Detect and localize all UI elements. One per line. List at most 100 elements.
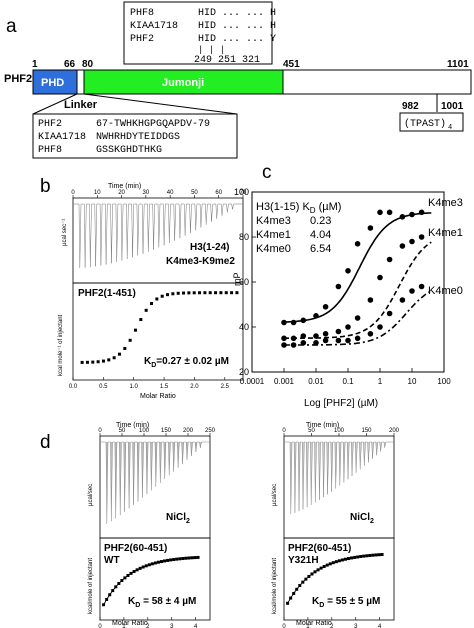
dr-data-point	[380, 553, 384, 557]
dr-protein: PHF2(60-451)	[288, 543, 351, 554]
pos-80: 80	[82, 59, 94, 70]
dl-salt: NiCl2	[166, 512, 190, 525]
b-data-point	[128, 338, 132, 342]
b-data-point	[203, 291, 207, 295]
b-data-point	[235, 291, 239, 295]
dl-protein: PHF2(60-451)	[104, 543, 167, 554]
c-fit-curve-k4me1	[284, 241, 432, 339]
b-time-tick-label: 40	[167, 190, 174, 196]
b-data-point	[112, 356, 116, 360]
c-curve-label-2: K4me0	[428, 285, 463, 297]
pos-451: 451	[283, 59, 300, 70]
b-data-point	[96, 360, 100, 364]
b-time-tick-label: 70	[240, 190, 247, 196]
top-box-ticks: | | |	[198, 45, 225, 55]
b-data-point	[117, 352, 121, 356]
jumonji-label: Jumonji	[162, 77, 204, 89]
pos-66: 66	[64, 59, 76, 70]
c-point-k4me1	[300, 333, 307, 339]
c-x-tick-label: 1	[378, 377, 383, 386]
b-data-point	[219, 291, 223, 295]
b-data-point	[182, 291, 186, 295]
linker-box	[32, 113, 238, 159]
dl-time-label: Time (min)	[116, 422, 149, 429]
dr-x-tick-label: 1	[306, 624, 310, 628]
b-x-tick-label: 2.0	[190, 384, 199, 390]
c-point-k4me3	[322, 304, 329, 310]
dl-thermogram	[100, 441, 210, 525]
dl-data-point	[196, 555, 200, 559]
b-time-tick-label: 50	[191, 190, 198, 196]
c-point-k4me0	[386, 310, 393, 317]
dl-lower-frame	[99, 537, 211, 621]
c-legend-kd-0: 0.23	[310, 215, 331, 227]
c-point-k4me0	[322, 337, 329, 344]
c-point-k4me1	[418, 234, 425, 240]
dl-fit-line	[103, 556, 199, 606]
c-legend-name-0: K4me3	[256, 215, 291, 227]
c-point-k4me1	[345, 324, 351, 330]
c-point-k4me3	[399, 214, 406, 220]
c-y-tick-label: 80	[239, 232, 249, 242]
c-ylabel: mP	[232, 273, 242, 287]
active-site-box	[123, 1, 273, 65]
c-point-k4me3	[345, 268, 351, 274]
c-legend-kd-2: 6.54	[310, 243, 331, 255]
dr-x-tick-label: 4	[378, 624, 382, 628]
c-point-k4me3	[418, 209, 425, 216]
dl-upper-ylabel: µcal/sec	[88, 484, 94, 506]
b-data-point	[187, 291, 191, 295]
b-time-tick-label: 20	[118, 190, 125, 196]
b-ligand: H3(1-24)	[190, 242, 229, 253]
c-point-k4me0	[418, 283, 425, 290]
c-x-tick-label: 0.001	[274, 377, 295, 386]
c-point-k4me1	[386, 256, 393, 263]
dr-fit-line	[287, 554, 383, 604]
dr-time-tick-label: 0	[282, 428, 286, 434]
pos-1101: 1101	[447, 59, 469, 70]
b-time-tick-label: 10	[94, 190, 101, 196]
b-data-point	[192, 291, 196, 295]
jumonji-domain	[83, 69, 284, 95]
tpast-label: (TPAST)	[404, 118, 446, 130]
b-time-tick-label: 0	[71, 190, 75, 196]
c-x-tick-label: 0.1	[342, 377, 354, 386]
dr-time-tick-label: 150	[361, 428, 372, 434]
b-data-point	[155, 297, 159, 301]
domain-diagram: PHF8 HID ... ... H KIAA1718 HID ... ... …	[4, 1, 472, 159]
b-data-point	[91, 360, 95, 364]
b-x-tick-label: 1.0	[130, 384, 139, 390]
c-x-tick-label: 10	[408, 377, 417, 386]
c-point-k4me0	[367, 331, 374, 337]
top-row-name-0: PHF8	[130, 8, 154, 19]
linker-row-name-2: PHF8	[38, 145, 62, 156]
dr-lower-ylabel: kcal/mole of injectant	[272, 558, 278, 614]
c-point-k4me0	[345, 337, 351, 344]
c-point-k4me0	[313, 340, 319, 346]
b-time-label: Time (min)	[108, 183, 141, 190]
c-point-k4me1	[409, 238, 415, 245]
b-data-point	[85, 360, 89, 364]
c-point-k4me3	[367, 225, 374, 231]
b-data-point	[208, 291, 212, 295]
c-legend-kd-1: 4.04	[310, 229, 331, 241]
b-time-tick-label: 30	[143, 190, 150, 196]
pos-1: 1	[32, 59, 38, 70]
dl-x-tick-label: 0	[98, 624, 102, 628]
b-data-point	[176, 291, 180, 295]
dr-upper-ylabel: µcal/sec	[272, 484, 278, 506]
c-point-k4me1	[377, 274, 383, 281]
c-fit-curve-k4me3	[284, 212, 432, 323]
dr-time-tick-label: 200	[389, 428, 400, 434]
dr-xlabel: Molar Ratio	[296, 620, 332, 627]
b-data-point	[166, 293, 170, 297]
linker-row-name-1: KIAA1718	[38, 132, 86, 143]
dl-x-tick-label: 2	[146, 624, 150, 628]
pos-1001: 1001	[441, 101, 464, 112]
b-thermogram	[73, 203, 243, 269]
itc-panel-b: Time (min) 0 10 20 30 40 50 60 70 µcal sec⁻¹ H3…	[58, 183, 247, 400]
dl-x-tick-label: 4	[194, 624, 198, 628]
dr-x-tick-label: 2	[330, 624, 334, 628]
dr-time-tick-label: 100	[334, 428, 345, 434]
